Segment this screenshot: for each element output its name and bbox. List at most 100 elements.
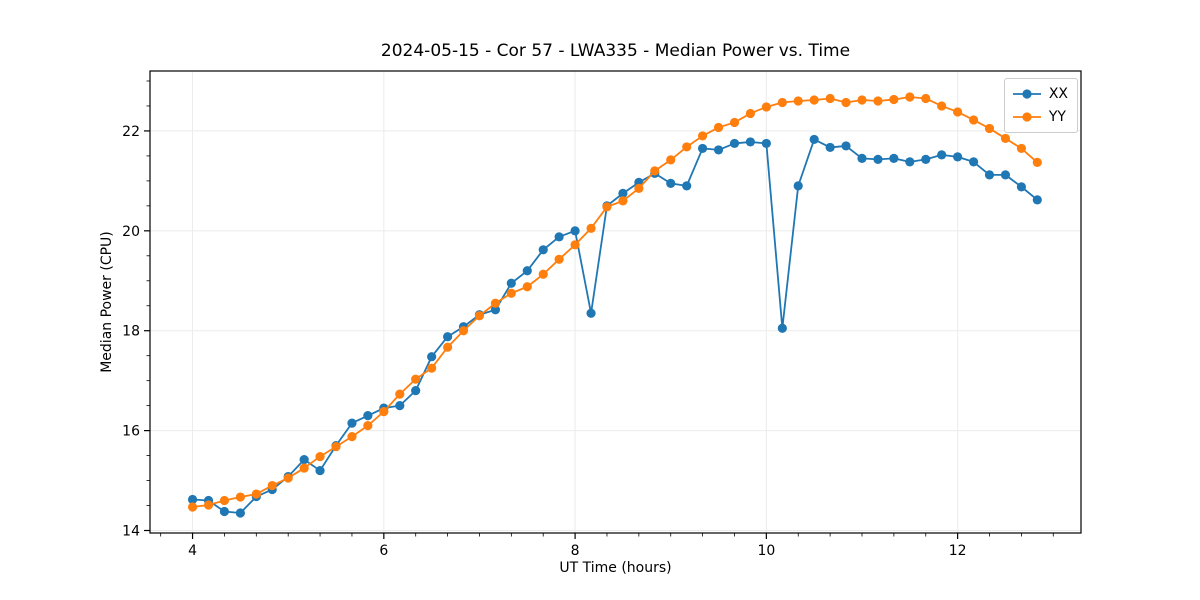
series-xx-marker — [235, 508, 245, 518]
series-yy-marker — [331, 441, 341, 452]
series-yy-marker — [458, 326, 469, 336]
series-yy-marker — [937, 101, 947, 111]
series-xx-marker — [953, 152, 963, 162]
series-xx-marker — [825, 142, 835, 153]
series-xx-marker — [761, 138, 771, 149]
series-xx-marker — [427, 352, 437, 362]
series-xx-marker — [506, 278, 516, 288]
series-yy-marker — [809, 95, 819, 105]
series-yy-marker — [203, 500, 214, 510]
legend-label-xx: XX — [1048, 86, 1068, 102]
series-yy-marker — [443, 342, 453, 352]
series-xx-marker — [315, 465, 325, 476]
series-xx-marker — [984, 170, 995, 180]
series-xx-marker — [969, 157, 979, 167]
series-yy-marker — [634, 183, 644, 193]
series-yy-marker — [905, 92, 915, 102]
series-xx-marker — [299, 454, 309, 465]
series-yy-marker — [586, 223, 596, 233]
series-xx-marker — [618, 188, 628, 198]
series-xx-marker — [554, 232, 564, 242]
series-xx-marker — [793, 181, 803, 191]
series-yy-marker — [235, 492, 245, 502]
x-tick-label: 12 — [949, 543, 967, 559]
series-xx-marker — [411, 386, 421, 396]
series-yy-marker — [411, 374, 421, 384]
legend: XX YY — [1003, 78, 1078, 133]
series-yy-marker — [554, 254, 564, 264]
series-xx-marker — [889, 153, 899, 164]
series-yy-marker — [347, 432, 357, 442]
series-yy-marker — [267, 480, 277, 491]
series-xx-marker — [682, 181, 692, 191]
series-yy-marker — [1000, 133, 1011, 144]
series-yy-marker — [315, 451, 325, 462]
series-yy-marker — [650, 166, 660, 176]
legend-swatch-yy — [1012, 111, 1042, 123]
series-yy-marker — [666, 155, 676, 165]
series-xx-marker — [1032, 195, 1042, 205]
legend-item-yy: YY — [1012, 107, 1068, 127]
series-xx-marker — [586, 308, 596, 318]
series-yy-marker — [984, 123, 995, 134]
series-xx-marker — [363, 411, 373, 421]
series-yy-marker — [506, 288, 516, 298]
series-yy-marker — [570, 240, 580, 250]
series-yy-marker — [618, 196, 628, 206]
series-yy-marker — [187, 502, 198, 512]
series-yy-marker — [427, 363, 437, 373]
series-xx-marker — [921, 154, 931, 165]
series-yy-marker — [825, 93, 835, 104]
y-tick-label: 16 — [122, 424, 140, 440]
series-xx-marker — [443, 332, 453, 342]
series-xx-marker — [1016, 182, 1027, 192]
series-xx-marker — [1000, 170, 1011, 180]
series-yy-marker — [682, 142, 692, 152]
legend-label-yy: YY — [1048, 109, 1066, 125]
legend-item-xx: XX — [1012, 84, 1068, 104]
x-tick-label: 6 — [379, 543, 388, 559]
series-xx-marker — [538, 245, 548, 255]
series-yy-marker — [921, 93, 931, 104]
series-yy-marker — [395, 389, 405, 399]
series-xx-marker — [666, 178, 676, 188]
series-yy-marker — [538, 269, 548, 279]
chart-title: 2024-05-15 - Cor 57 - LWA335 - Median Po… — [380, 41, 851, 61]
series-xx-marker — [187, 494, 198, 505]
series-xx-marker — [697, 143, 708, 154]
series-yy-marker — [793, 96, 803, 106]
series-xx-marker — [219, 506, 230, 517]
y-tick-label: 20 — [122, 224, 140, 240]
x-tick-label: 8 — [571, 543, 580, 559]
series-yy-marker — [873, 96, 883, 106]
series-xx-marker — [937, 150, 947, 160]
y-tick-label: 22 — [122, 124, 140, 140]
series-yy-marker — [777, 97, 787, 108]
series-xx-marker — [809, 134, 819, 145]
y-tick-label: 14 — [122, 524, 140, 540]
series-yy-marker — [841, 97, 851, 108]
series-yy-marker — [857, 95, 867, 105]
series-xx-marker — [857, 153, 867, 164]
series-xx-marker — [490, 305, 501, 315]
series-yy-marker — [761, 102, 771, 112]
series-yy-marker — [713, 122, 724, 133]
y-axis-label: Median Power (CPU) — [99, 231, 115, 373]
series-xx-marker — [347, 418, 357, 428]
series-yy-marker — [697, 131, 708, 141]
series-yy-marker — [969, 115, 979, 125]
series-xx-marker — [395, 401, 405, 411]
series-xx-marker — [713, 145, 724, 155]
series-yy-marker — [889, 94, 899, 105]
series-xx-marker — [873, 154, 883, 165]
series-yy-marker — [729, 117, 740, 128]
series-yy-marker — [1032, 157, 1042, 168]
x-axis-label: UT Time (hours) — [559, 560, 672, 576]
series-yy-marker — [1016, 143, 1027, 154]
series-yy-marker — [745, 108, 755, 119]
series-yy-marker — [474, 311, 485, 321]
x-tick-label: 10 — [757, 543, 775, 559]
series-xx-marker — [570, 226, 580, 236]
